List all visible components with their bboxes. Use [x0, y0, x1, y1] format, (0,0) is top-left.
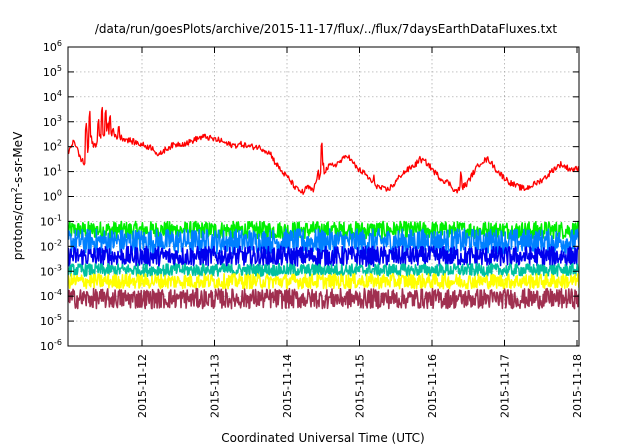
x-tick-label: 2015-11-16 [426, 354, 439, 418]
series-line-4 [68, 245, 579, 268]
y-tick-label: 106 [43, 39, 62, 54]
y-tick-base: 10 [43, 66, 57, 79]
series-group [68, 106, 579, 310]
series-layer [68, 106, 579, 310]
y-tick-exponent: -5 [54, 313, 62, 322]
y-tick-exponent: -2 [54, 238, 62, 247]
y-axis-label: protons/cm2-s-sr-MeV [10, 131, 25, 260]
y-tick-exponent: 6 [57, 39, 62, 48]
series-line-6 [68, 272, 579, 290]
y-tick-label: 100 [43, 189, 62, 204]
series-line-3 [68, 228, 579, 255]
x-tick-label: 2015-11-17 [499, 354, 512, 418]
y-tick-exponent: 4 [57, 89, 62, 98]
y-tick-label: 103 [43, 114, 62, 129]
y-tick-label: 101 [43, 164, 62, 179]
x-tick-label: 2015-11-12 [136, 354, 149, 418]
y-tick-exponent: 2 [57, 139, 62, 148]
y-tick-label: 104 [43, 89, 62, 104]
y-tick-exponent: -3 [54, 263, 62, 272]
x-tick-label: 2015-11-15 [354, 354, 367, 418]
y-tick-exponent: 5 [57, 64, 62, 73]
x-tick-label: 2015-11-18 [571, 354, 584, 418]
y-tick-base: 10 [40, 215, 54, 228]
y-tick-base: 10 [43, 166, 57, 179]
y-tick-label: 10-6 [40, 338, 62, 353]
y-axis-label-sup: 2 [10, 187, 19, 192]
series-line-1 [68, 106, 579, 195]
y-tick-exponent: 0 [57, 189, 62, 198]
y-tick-label: 10-2 [40, 238, 62, 253]
x-axis-label: Coordinated Universal Time (UTC) [221, 431, 424, 445]
y-tick-label: 102 [43, 139, 62, 154]
y-tick-base: 10 [43, 41, 57, 54]
x-axis: 2015-11-12 2015-11-13 2015-11-14 2015-11-15… [136, 47, 584, 418]
y-tick-base: 10 [40, 265, 54, 278]
y-tick-label: 10-4 [40, 288, 62, 303]
y-tick-base: 10 [40, 340, 54, 353]
y-tick-base: 10 [40, 290, 54, 303]
y-tick-exponent: 1 [57, 164, 62, 173]
y-tick-base: 10 [43, 91, 57, 104]
y-tick-base: 10 [43, 116, 57, 129]
chart-title: /data/run/goesPlots/archive/2015-11-17/f… [95, 22, 558, 36]
series-line-5 [68, 263, 579, 277]
y-tick-exponent: -6 [54, 338, 62, 347]
y-tick-exponent: -4 [54, 288, 62, 297]
y-axis: 10610510410310210110010-110-210-310-410-… [40, 39, 579, 353]
y-tick-base: 10 [40, 240, 54, 253]
y-tick-base: 10 [43, 141, 57, 154]
y-tick-label: 10-1 [40, 213, 62, 228]
y-axis-label-rest: -s-sr-MeV [11, 131, 25, 187]
series-line-7 [68, 287, 579, 310]
y-tick-label: 10-5 [40, 313, 62, 328]
y-axis-label-base: protons/cm [11, 192, 25, 260]
y-tick-base: 10 [40, 315, 54, 328]
y-tick-exponent: -1 [54, 213, 62, 222]
y-tick-label: 105 [43, 64, 62, 79]
x-tick-label: 2015-11-14 [281, 354, 294, 418]
x-tick-label: 2015-11-13 [209, 354, 222, 418]
y-tick-label: 10-3 [40, 263, 62, 278]
y-tick-base: 10 [43, 191, 57, 204]
y-tick-exponent: 3 [57, 114, 62, 123]
